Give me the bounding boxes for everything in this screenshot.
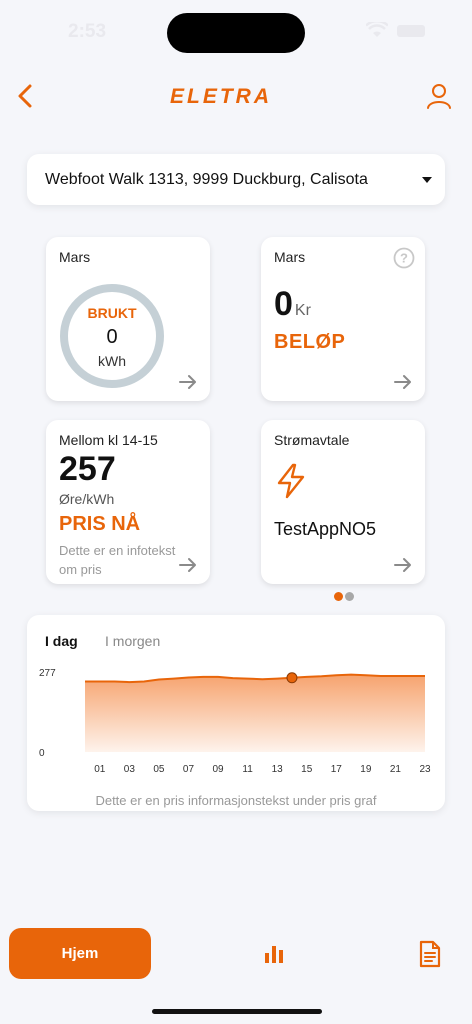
lightning-bolt-icon bbox=[277, 463, 305, 499]
x-tick-label: 03 bbox=[124, 764, 136, 775]
price-period: Mellom kl 14-15 bbox=[59, 432, 158, 448]
amount-card[interactable]: Mars ? 0 Kr BELØP bbox=[261, 237, 425, 401]
usage-card[interactable]: Mars BRUKT 0 kWh bbox=[46, 237, 210, 401]
current-price-marker bbox=[286, 672, 298, 684]
price-area bbox=[85, 674, 425, 752]
price-card[interactable]: Mellom kl 14-15 257 Øre/kWh PRIS NÅ Dett… bbox=[46, 420, 210, 584]
home-tab-button[interactable]: Hjem bbox=[9, 928, 151, 979]
page-dot[interactable] bbox=[345, 592, 354, 601]
x-tick-label: 17 bbox=[331, 764, 343, 775]
logo-text: ELETRA bbox=[170, 85, 272, 108]
x-tick-label: 07 bbox=[183, 764, 195, 775]
usage-period: Mars bbox=[59, 249, 91, 265]
x-tick-label: 11 bbox=[242, 764, 253, 775]
y-tick-label: 0 bbox=[39, 748, 45, 759]
home-indicator bbox=[152, 1009, 322, 1014]
tab-today[interactable]: I dag bbox=[45, 633, 78, 649]
arrow-right-icon bbox=[394, 375, 411, 389]
help-icon[interactable]: ? bbox=[393, 247, 415, 269]
x-tick-label: 21 bbox=[390, 764, 402, 775]
amount-unit: Kr bbox=[294, 302, 311, 319]
bar-chart-icon[interactable] bbox=[262, 942, 286, 966]
status-time: 2:53 bbox=[68, 21, 107, 42]
usage-ring bbox=[60, 284, 164, 388]
address-dropdown[interactable]: Webfoot Walk 1313, 9999 Duckburg, Caliso… bbox=[27, 154, 445, 205]
x-tick-label: 15 bbox=[301, 764, 313, 775]
wifi-icon bbox=[366, 22, 388, 37]
price-chart-card: I dag I morgen 0 277 01 03 05 07 09 11 13 15 17 19 2… bbox=[27, 615, 445, 811]
status-bar: 2:53 bbox=[0, 0, 472, 60]
amount-row: 0 Kr bbox=[274, 285, 311, 324]
chart-info-text: Dette er en pris informasjonstekst under… bbox=[95, 793, 377, 808]
x-tick-label: 05 bbox=[153, 764, 165, 775]
tab-tomorrow[interactable]: I morgen bbox=[105, 633, 161, 649]
arrow-right-icon bbox=[179, 375, 196, 389]
usage-title: BRUKT bbox=[87, 305, 137, 321]
svg-text:?: ? bbox=[400, 251, 408, 266]
page-dot[interactable] bbox=[334, 592, 343, 601]
page-indicator[interactable] bbox=[334, 592, 354, 601]
eletra-logo: ELETRA bbox=[170, 85, 272, 108]
price-value: 257 bbox=[59, 450, 116, 488]
caret-down-icon bbox=[422, 177, 432, 183]
amount-title: BELØP bbox=[274, 331, 346, 353]
price-info-text: Dette er en infotekst om pris bbox=[59, 543, 176, 577]
amount-period: Mars bbox=[274, 249, 306, 265]
x-tick-label: 23 bbox=[419, 764, 431, 775]
x-tick-label: 13 bbox=[272, 764, 284, 775]
battery-icon bbox=[397, 25, 425, 37]
bottom-nav: Hjem bbox=[0, 920, 472, 990]
contract-name: TestAppNO5 bbox=[274, 519, 377, 539]
price-title: PRIS NÅ bbox=[59, 513, 141, 535]
price-line bbox=[85, 673, 425, 684]
price-unit: Øre/kWh bbox=[59, 491, 115, 507]
usage-value: 0 bbox=[106, 326, 118, 348]
x-tick-label: 19 bbox=[360, 764, 372, 775]
x-tick-label: 01 bbox=[94, 764, 106, 775]
dynamic-island bbox=[167, 13, 305, 53]
document-icon[interactable] bbox=[418, 940, 442, 968]
x-tick-label: 09 bbox=[212, 764, 224, 775]
contract-title: Strømavtale bbox=[274, 432, 350, 448]
usage-unit: kWh bbox=[98, 353, 126, 369]
contract-card[interactable]: Strømavtale TestAppNO5 bbox=[261, 420, 425, 584]
amount-value: 0 bbox=[274, 285, 293, 323]
address-text: Webfoot Walk 1313, 9999 Duckburg, Caliso… bbox=[45, 170, 368, 188]
arrow-right-icon bbox=[394, 558, 411, 572]
y-tick-label: 277 bbox=[39, 668, 56, 679]
arrow-right-icon bbox=[179, 558, 196, 572]
profile-button[interactable] bbox=[426, 82, 452, 110]
price-chart: 0 277 01 03 05 07 09 11 13 15 17 19 21 23 bbox=[39, 668, 431, 775]
back-button[interactable] bbox=[12, 82, 40, 110]
